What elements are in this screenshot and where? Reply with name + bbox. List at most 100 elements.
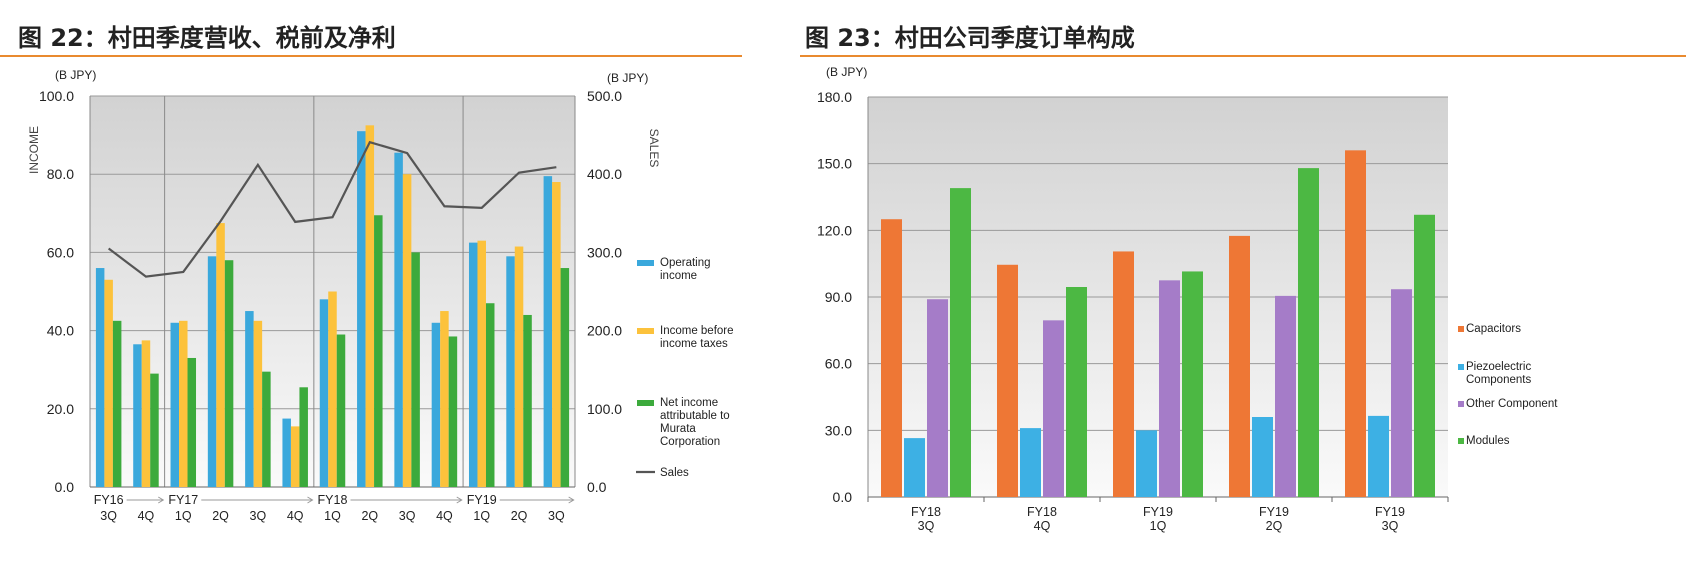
right-bar (1391, 289, 1412, 497)
left-bar (365, 125, 375, 487)
right-legend-label: Piezoelectric (1466, 361, 1531, 373)
left-bar (468, 242, 478, 487)
left-bar (95, 268, 105, 487)
right-figure-title: 图 23：村田公司季度订单构成 (805, 24, 1135, 52)
left-bar (104, 279, 113, 487)
left-legend-swatch (637, 328, 654, 334)
right-xtick-fy: FY19 (1143, 505, 1173, 519)
right-bar (881, 219, 902, 497)
right-bar (1368, 415, 1389, 497)
right-legend-label: Modules (1466, 435, 1510, 447)
right-xtick-quarter: 3Q (1382, 519, 1399, 533)
left-y2tick-label: 200.0 (587, 323, 622, 339)
left-bar (506, 256, 515, 487)
left-xtick-fy: FY19 (467, 493, 497, 507)
left-y2tick-label: 300.0 (587, 244, 622, 260)
left-ytick-label: 20.0 (47, 401, 74, 417)
right-bar (1043, 320, 1064, 497)
left-y2label: SALES (647, 129, 661, 168)
left-bar (394, 152, 403, 487)
right-axis-unit-label: (B JPY) (607, 71, 648, 85)
left-xtick-quarter: 4Q (287, 509, 304, 523)
left-bar (336, 334, 346, 487)
right-title-rule (800, 55, 1686, 57)
right-ytick-label: 60.0 (825, 356, 852, 372)
right-xtick-quarter: 3Q (918, 519, 935, 533)
right-bar (904, 438, 925, 497)
left-bar (290, 426, 300, 487)
left-bar (411, 252, 420, 487)
right-bar (1136, 430, 1157, 497)
left-legend-label: Murata (660, 423, 696, 435)
left-y2tick-label: 0.0 (587, 479, 607, 495)
left-bar (440, 311, 449, 487)
left-ylabel: INCOME (27, 126, 41, 174)
left-legend-label: income taxes (660, 338, 728, 350)
left-bar (485, 303, 495, 487)
left-xtick-fy: FY17 (168, 493, 198, 507)
left-bar (253, 320, 263, 487)
left-xtick-fy: FY18 (318, 493, 348, 507)
left-ytick-label: 80.0 (47, 166, 74, 182)
right-bar (1414, 214, 1435, 497)
left-ytick-label: 100.0 (39, 88, 74, 104)
left-bar (357, 131, 366, 487)
left-bar (207, 256, 217, 487)
left-legend-swatch (637, 400, 654, 406)
right-unit-label: (B JPY) (826, 65, 867, 79)
right-bar (1159, 280, 1180, 497)
left-bar (448, 336, 458, 487)
left-y2tick-label: 400.0 (587, 166, 622, 182)
right-legend-swatch (1458, 401, 1464, 407)
left-xtick-quarter: 3Q (250, 509, 267, 523)
right-xtick-fy: FY19 (1375, 505, 1405, 519)
left-bar (374, 215, 383, 487)
left-xtick-quarter: 1Q (175, 509, 192, 523)
left-xtick-quarter: 3Q (548, 509, 565, 523)
right-bar (950, 188, 971, 497)
right-bar (1113, 251, 1134, 497)
left-bar (402, 174, 412, 487)
left-unit-label: (B JPY) (55, 68, 96, 82)
left-bar (224, 260, 234, 487)
left-ytick-label: 40.0 (47, 323, 74, 339)
right-legend-swatch (1458, 326, 1464, 332)
left-legend-label: Operating (660, 257, 711, 269)
right-ytick-label: 120.0 (817, 222, 852, 238)
right-xtick-quarter: 1Q (1150, 519, 1167, 533)
left-xtick-quarter: 1Q (473, 509, 490, 523)
left-xtick-quarter: 3Q (100, 509, 117, 523)
left-bar (477, 240, 486, 487)
left-ytick-label: 0.0 (55, 479, 75, 495)
left-xtick-quarter: 2Q (212, 509, 229, 523)
right-legend-label: Other Component (1466, 398, 1558, 410)
left-bar (262, 371, 271, 487)
right-ytick-label: 150.0 (817, 156, 852, 172)
right-xtick-fy: FY18 (911, 505, 941, 519)
left-legend-label: Net income (660, 397, 718, 409)
right-bar (1182, 271, 1203, 497)
left-sales-line (107, 140, 557, 278)
left-bar (150, 373, 159, 487)
left-year-arrowhead (568, 496, 575, 504)
left-xtick-quarter: 2Q (511, 509, 528, 523)
right-bar (997, 264, 1018, 497)
right-bar (1298, 168, 1319, 497)
right-bar (1229, 235, 1250, 497)
right-bar (927, 299, 948, 497)
left-xtick-quarter: 1Q (324, 509, 341, 523)
left-bar (141, 340, 151, 487)
left-legend-label: Corporation (660, 436, 720, 448)
left-bar (552, 182, 561, 487)
left-ytick-label: 60.0 (47, 244, 74, 260)
right-bar (1020, 428, 1041, 497)
left-bar (216, 223, 225, 487)
right-bar (1275, 295, 1296, 497)
right-legend-swatch (1458, 438, 1464, 444)
left-xtick-quarter: 2Q (361, 509, 378, 523)
left-figure-title: 图 22：村田季度营收、税前及净利 (18, 24, 396, 52)
left-year-arrowhead (456, 496, 463, 504)
right-xtick-quarter: 4Q (1034, 519, 1051, 533)
left-legend-label: income (660, 270, 697, 282)
